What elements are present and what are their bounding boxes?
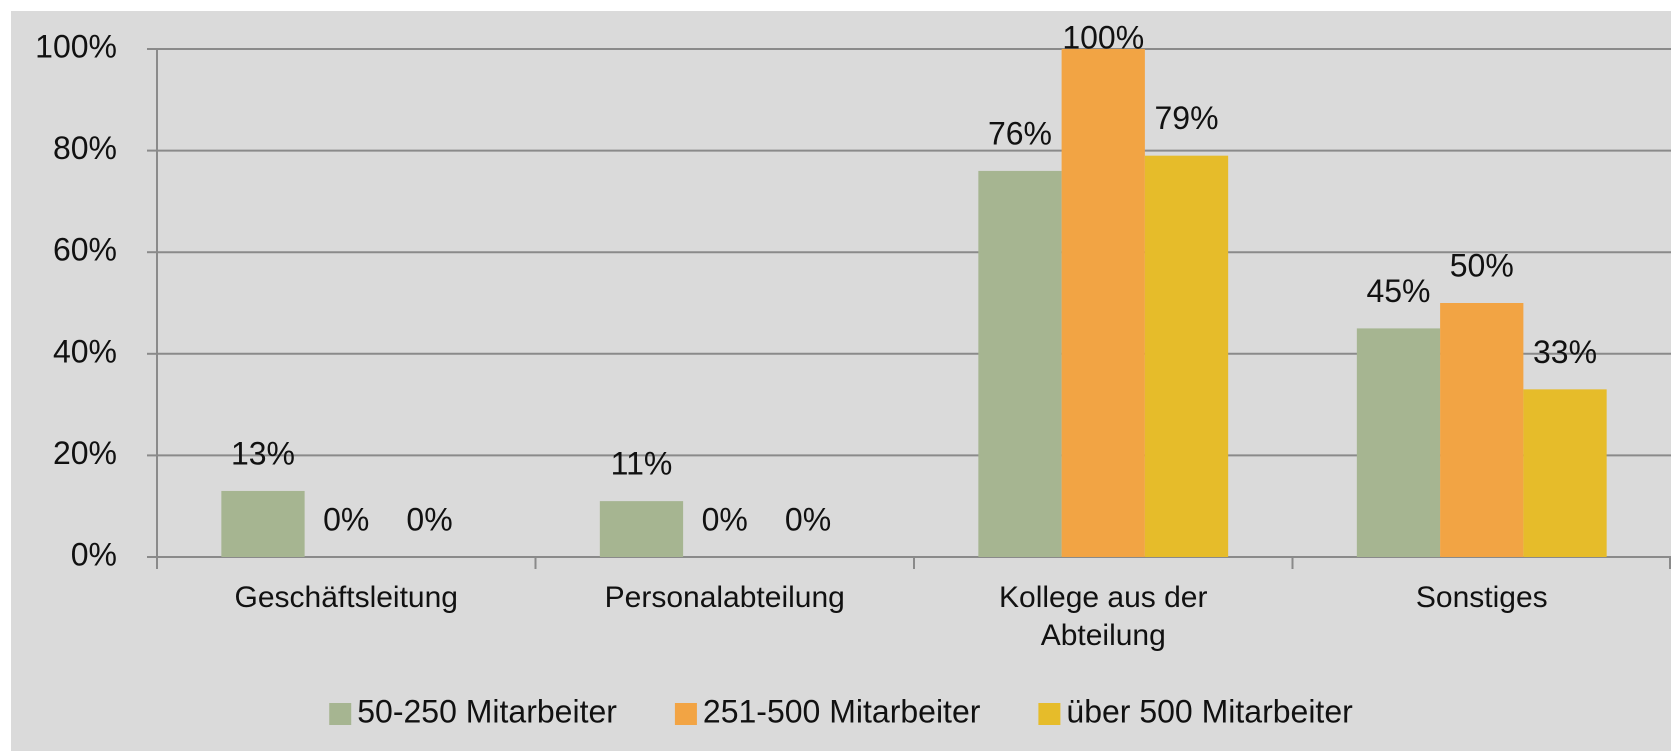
y-tick-label: 60% — [53, 232, 117, 268]
legend-label: über 500 Mitarbeiter — [1066, 693, 1353, 729]
x-tick-label-box: Geschäftsleitung — [234, 581, 458, 614]
data-label: 33% — [1533, 334, 1597, 370]
legend-swatch — [674, 703, 697, 725]
bar — [221, 490, 305, 557]
data-label: 0% — [406, 501, 452, 537]
y-tick-label: 80% — [53, 130, 117, 166]
y-tick-label: 0% — [71, 536, 117, 572]
bar — [1440, 303, 1524, 557]
data-label: 11% — [611, 446, 673, 482]
y-tick-label: 40% — [53, 333, 117, 369]
data-label: 100% — [1062, 19, 1144, 55]
data-label: 0% — [323, 501, 369, 537]
data-label: 79% — [1154, 100, 1218, 136]
bar — [1356, 328, 1441, 557]
x-tick-label: Geschäftsleitung — [234, 581, 458, 614]
data-label: 0% — [785, 501, 831, 537]
legend-swatch — [1038, 703, 1061, 725]
data-label: 45% — [1366, 273, 1430, 309]
bar — [599, 501, 684, 557]
bar — [1523, 389, 1607, 557]
bar — [978, 170, 1062, 558]
bar — [1144, 155, 1229, 557]
bar — [1061, 49, 1145, 557]
x-tick-label: Personalabteilung — [604, 581, 845, 614]
x-tick-label: Sonstiges — [1415, 581, 1548, 614]
legend-swatch — [329, 703, 352, 725]
x-tick-label-box: Personalabteilung — [604, 581, 845, 614]
x-tick-label-box: Sonstiges — [1415, 581, 1548, 614]
legend-label: 50-250 Mitarbeiter — [357, 693, 617, 729]
data-label: 0% — [702, 501, 748, 537]
y-tick-label: 100% — [35, 28, 117, 64]
data-label: 50% — [1450, 247, 1514, 283]
x-tick-label: Kollege aus der Abteilung — [999, 581, 1208, 652]
legend-label: 251-500 Mitarbeiter — [703, 693, 981, 729]
x-tick-label-box: Kollege aus der Abteilung — [999, 581, 1208, 652]
y-tick-label: 20% — [53, 435, 117, 471]
data-label: 76% — [988, 115, 1052, 151]
data-label: 13% — [231, 435, 295, 471]
